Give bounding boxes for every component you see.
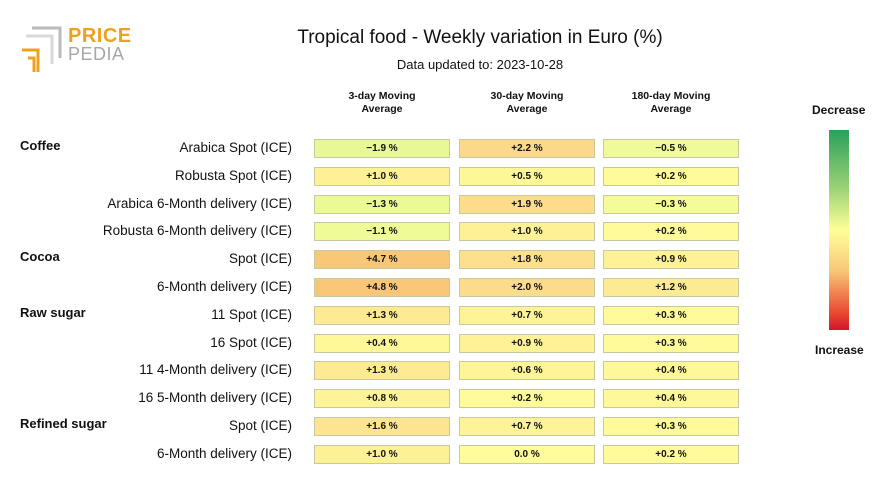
group-label: Coffee <box>20 138 61 153</box>
value-cell: −1.1 % <box>314 222 450 242</box>
value-cell: +0.7 % <box>459 305 595 325</box>
row-label: Robusta 6-Month delivery (ICE) <box>102 223 292 239</box>
value-cell: +1.0 % <box>459 222 595 242</box>
value-cell: +0.4 % <box>603 361 739 381</box>
value-cell: +1.6 % <box>314 417 450 436</box>
logo-text-pedia: PEDIA <box>68 44 125 64</box>
value-cell: +0.3 % <box>603 305 739 325</box>
logo-mark-icon <box>22 26 62 72</box>
value-cell: −1.3 % <box>314 194 450 214</box>
value-cell: +2.0 % <box>459 278 595 297</box>
column-header-line: 30-day Moving <box>490 90 564 102</box>
row-label: Spot (ICE) <box>228 418 292 433</box>
chart-title: Tropical food - Weekly variation in Euro… <box>297 27 663 48</box>
row-label: 16 5-Month delivery (ICE) <box>138 390 292 406</box>
value-cell: +1.0 % <box>314 166 450 186</box>
column-header: 30-day Moving Average <box>459 90 595 116</box>
value-cell: +1.3 % <box>314 305 450 325</box>
logo-text-price: PRICE <box>68 25 132 47</box>
value-cell: −0.3 % <box>603 194 739 214</box>
legend-decrease-label: Decrease <box>812 103 866 117</box>
value-cell: +2.2 % <box>459 139 595 158</box>
value-cell: +1.8 % <box>459 250 595 270</box>
value-cell: +0.2 % <box>603 222 739 242</box>
value-cell: +1.3 % <box>314 361 450 381</box>
column-header-line: Average <box>650 103 692 115</box>
column-header: 180-day Moving Average <box>603 90 739 116</box>
legend-increase-label: Increase <box>815 343 864 357</box>
value-cell: +1.2 % <box>603 278 739 297</box>
row-label: 6-Month delivery (ICE) <box>156 279 292 294</box>
value-cell: +0.7 % <box>459 417 595 436</box>
value-cell: +0.5 % <box>459 166 595 186</box>
row-label: 16 Spot (ICE) <box>210 334 292 350</box>
value-cell: −0.5 % <box>603 139 739 158</box>
row-label: Arabica Spot (ICE) <box>179 140 292 155</box>
value-cell: +0.3 % <box>603 333 739 353</box>
row-label: Arabica 6-Month delivery (ICE) <box>107 195 292 211</box>
value-cell: +4.7 % <box>314 250 450 270</box>
value-cell: +0.3 % <box>603 417 739 436</box>
column-header-line: 3-day Moving <box>348 90 416 102</box>
column-header-line: 180-day Moving <box>631 90 711 102</box>
group-label: Refined sugar <box>20 416 107 431</box>
value-cell: +0.4 % <box>314 333 450 353</box>
value-cell: 0.0 % <box>459 444 595 464</box>
row-label: 11 Spot (ICE) <box>211 306 292 322</box>
column-header-line: Average <box>506 103 548 115</box>
value-cell: −1.9 % <box>314 139 450 158</box>
row-label: Spot (ICE) <box>228 251 292 267</box>
group-label: Cocoa <box>20 249 60 265</box>
legend-color-scale <box>829 130 849 330</box>
value-cell: +0.2 % <box>603 166 739 186</box>
value-cell: +1.0 % <box>314 444 450 464</box>
row-label: 11 4-Month delivery (ICE) <box>139 362 292 378</box>
value-cell: +0.9 % <box>459 333 595 353</box>
pricepedia-logo: PRICE PEDIA <box>20 22 132 74</box>
value-cell: +0.2 % <box>603 444 739 464</box>
value-cell: +0.2 % <box>459 389 595 409</box>
value-cell: +0.6 % <box>459 361 595 381</box>
value-cell: +4.8 % <box>314 278 450 297</box>
chart-subtitle: Data updated to: 2023-10-28 <box>396 57 564 72</box>
value-cell: +0.4 % <box>603 389 739 409</box>
value-cell: +0.8 % <box>314 389 450 409</box>
value-cell: +1.9 % <box>459 194 595 214</box>
row-label: Robusta Spot (ICE) <box>174 167 292 183</box>
column-header-line: Average <box>361 103 403 115</box>
group-label: Raw sugar <box>20 304 86 320</box>
row-label: 6-Month delivery (ICE) <box>156 445 292 461</box>
value-cell: +0.9 % <box>603 250 739 270</box>
column-header: 3-day Moving Average <box>314 90 450 116</box>
